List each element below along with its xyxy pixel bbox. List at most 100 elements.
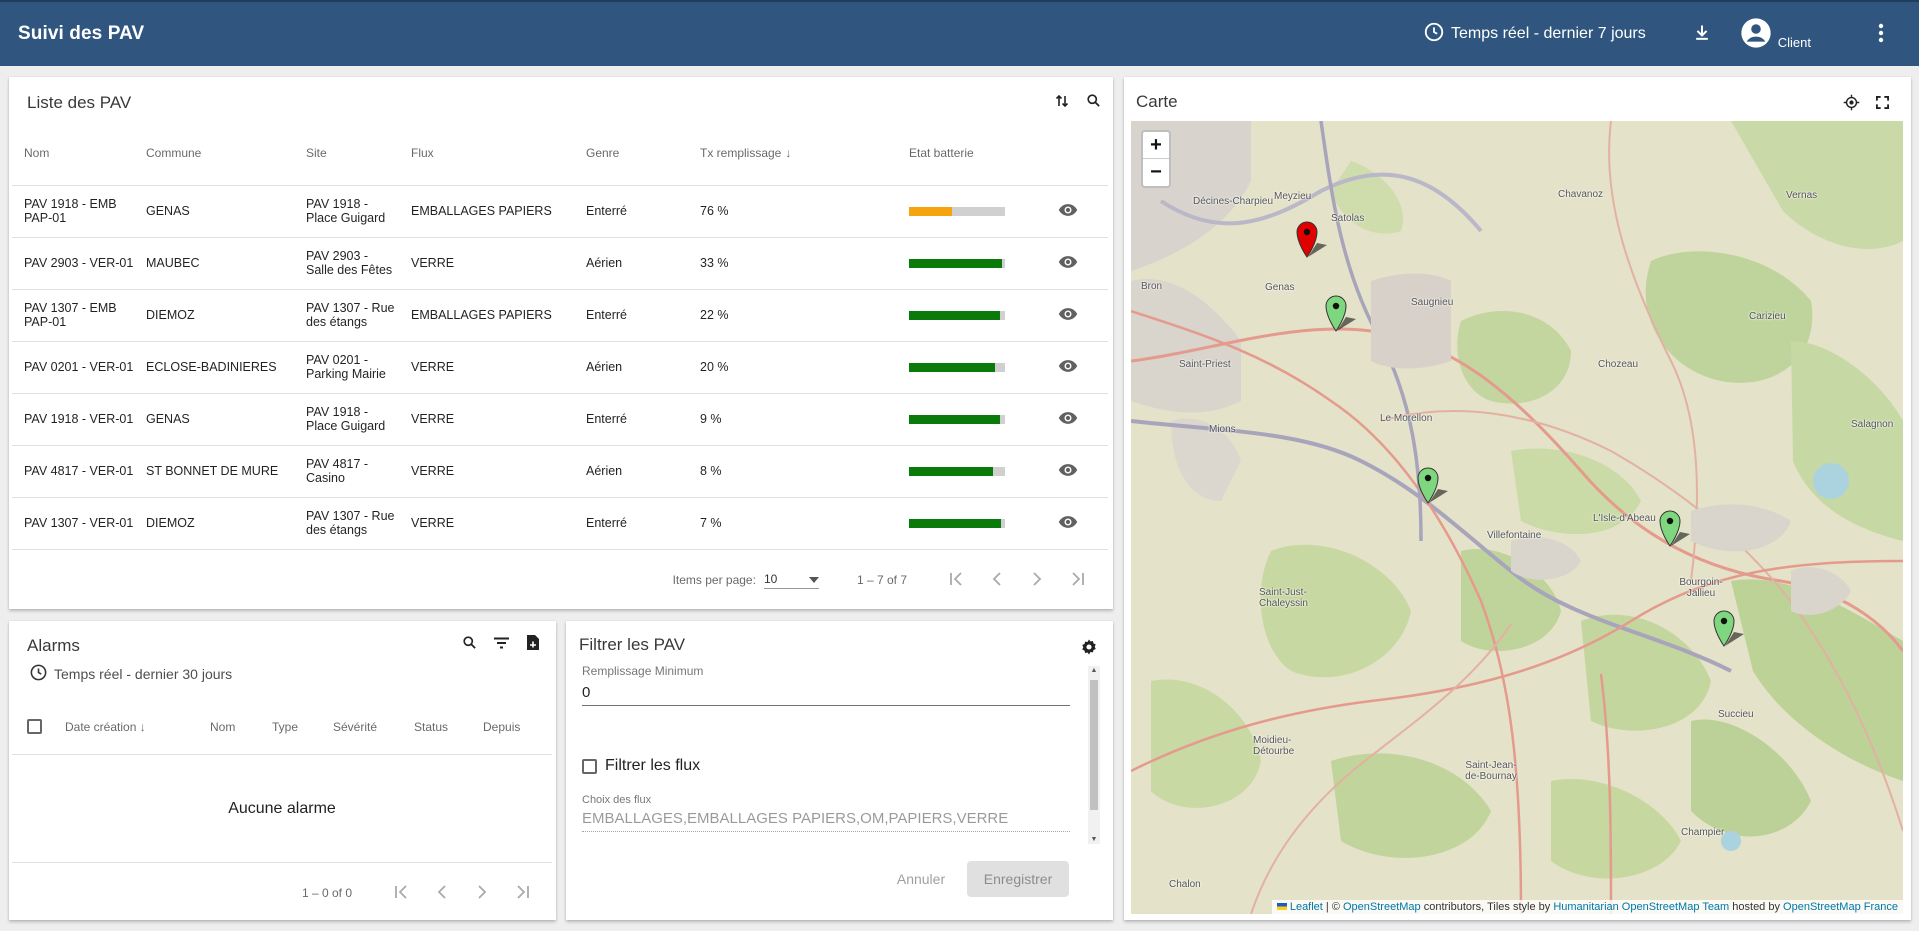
cell-site: PAV 1918 - Place Guigard bbox=[294, 185, 399, 238]
cell-flux: VERRE bbox=[399, 445, 574, 498]
pav-table-row[interactable]: PAV 1307 - VER-01 DIEMOZ PAV 1307 - Rue de… bbox=[12, 497, 1108, 550]
cell-site: PAV 1307 - Rue des étangs bbox=[294, 497, 399, 550]
zoom-control: + − bbox=[1141, 130, 1171, 188]
col-header-commune[interactable]: Commune bbox=[134, 121, 294, 186]
cell-site: PAV 1307 - Rue des étangs bbox=[294, 289, 399, 342]
view-button[interactable] bbox=[1055, 510, 1081, 536]
pav-table-row[interactable]: PAV 4817 - VER-01 ST BONNET DE MURE PAV 48… bbox=[12, 445, 1108, 498]
map-marker-icon[interactable] bbox=[1416, 465, 1450, 507]
cell-commune: DIEMOZ bbox=[134, 289, 294, 342]
map-tiles bbox=[1131, 121, 1903, 914]
search-button[interactable] bbox=[1080, 89, 1106, 115]
flux-choice-select[interactable]: EMBALLAGES,EMBALLAGES PAPIERS,OM,PAPIERS… bbox=[582, 810, 1070, 832]
flux-filter-label: Filtrer les flux bbox=[605, 757, 701, 774]
items-per-page-label: Items per page: bbox=[672, 573, 756, 587]
osm-link[interactable]: OpenStreetMap bbox=[1343, 901, 1421, 913]
first-page-button[interactable] bbox=[382, 878, 422, 908]
cell-genre: Aérien bbox=[574, 237, 688, 290]
zoom-in-button[interactable]: + bbox=[1143, 132, 1169, 159]
map-place-label: Chavanoz bbox=[1558, 189, 1604, 200]
min-fill-input[interactable]: 0 bbox=[582, 684, 1070, 706]
cell-battery bbox=[897, 237, 1043, 290]
pav-table-row[interactable]: PAV 2903 - VER-01 MAUBEC PAV 2903 - Salle … bbox=[12, 237, 1108, 290]
attribution-sep: | © bbox=[1322, 901, 1343, 913]
col-header-etat-batterie[interactable]: Etat batterie bbox=[897, 121, 1043, 186]
zoom-out-button[interactable]: − bbox=[1150, 161, 1162, 183]
col-header-site[interactable]: Site bbox=[294, 121, 399, 186]
alarm-filter-button[interactable] bbox=[488, 631, 514, 657]
map-place-label: Moidieu-Détourbe bbox=[1253, 735, 1295, 757]
view-button[interactable] bbox=[1055, 302, 1081, 328]
col-header-nom[interactable]: Nom bbox=[12, 121, 134, 186]
map-marker-icon[interactable] bbox=[1658, 508, 1692, 550]
pav-table-row[interactable]: PAV 1918 - EMB PAP-01 GENAS PAV 1918 - Pla… bbox=[12, 185, 1108, 238]
last-page-button[interactable] bbox=[502, 878, 542, 908]
download-button[interactable] bbox=[1682, 14, 1722, 54]
map-place-label: Villefontaine bbox=[1487, 530, 1542, 541]
cell-commune: ECLOSE-BADINIERES bbox=[134, 341, 294, 394]
pav-table-row[interactable]: PAV 0201 - VER-01 ECLOSE-BADINIERES PAV 02… bbox=[12, 341, 1108, 394]
cell-flux: VERRE bbox=[399, 341, 574, 394]
pav-table-row[interactable]: PAV 1307 - EMB PAP-01 DIEMOZ PAV 1307 - Ru… bbox=[12, 289, 1108, 342]
map-marker-icon[interactable] bbox=[1324, 293, 1358, 335]
map-marker-icon[interactable] bbox=[1712, 608, 1746, 650]
map-marker-icon[interactable] bbox=[1295, 219, 1329, 261]
cell-commune: MAUBEC bbox=[134, 237, 294, 290]
view-button[interactable] bbox=[1055, 458, 1081, 484]
col-header-date-creation[interactable]: Date création ↓ bbox=[65, 720, 210, 734]
fullscreen-button[interactable] bbox=[1869, 91, 1895, 117]
view-button[interactable] bbox=[1055, 406, 1081, 432]
col-header-nom[interactable]: Nom bbox=[210, 719, 236, 734]
save-button[interactable]: Enregistrer bbox=[967, 861, 1069, 897]
col-header-genre[interactable]: Genre bbox=[574, 121, 688, 186]
last-page-button[interactable] bbox=[1057, 565, 1097, 595]
col-header-flux[interactable]: Flux bbox=[399, 121, 574, 186]
pav-table-row[interactable]: PAV 1918 - VER-01 GENAS PAV 1918 - Place G… bbox=[12, 393, 1108, 446]
locate-button[interactable] bbox=[1838, 91, 1864, 117]
hot-link[interactable]: Humanitarian OpenStreetMap Team bbox=[1553, 901, 1730, 913]
scrollbar-thumb[interactable] bbox=[1090, 680, 1098, 810]
battery-bar-fill bbox=[909, 310, 1001, 320]
col-header-depuis[interactable]: Depuis bbox=[483, 719, 521, 734]
next-page-button[interactable] bbox=[462, 878, 502, 908]
cancel-button[interactable]: Annuler bbox=[896, 871, 946, 887]
filter-settings-button[interactable] bbox=[1076, 635, 1102, 661]
more-menu-button[interactable] bbox=[1861, 14, 1901, 54]
leaflet-link[interactable]: Leaflet bbox=[1289, 901, 1323, 913]
attribution-contrib: contributors, Tiles style by bbox=[1420, 901, 1554, 913]
cell-nom: PAV 1918 - EMB PAP-01 bbox=[12, 185, 134, 238]
osm-france-link[interactable]: OpenStreetMap France bbox=[1783, 901, 1898, 913]
next-page-button[interactable] bbox=[1017, 565, 1057, 595]
time-range-selector[interactable]: Temps réel - dernier 7 jours bbox=[1423, 21, 1646, 48]
sort-button[interactable] bbox=[1049, 89, 1075, 115]
map-place-label: Succieu bbox=[1718, 709, 1754, 720]
pav-table: Nom Commune Site Flux Genre Tx remplissa… bbox=[12, 121, 1108, 550]
page-size-select[interactable]: 10 bbox=[763, 572, 819, 589]
flux-filter-toggle[interactable]: Filtrer les flux bbox=[582, 757, 700, 775]
flux-filter-checkbox[interactable] bbox=[582, 758, 597, 774]
select-all-checkbox[interactable] bbox=[27, 719, 42, 734]
previous-page-button[interactable] bbox=[422, 878, 462, 908]
map-view[interactable]: + − Meyzieu Décines-Charpieu Genas Bron … bbox=[1131, 121, 1903, 914]
previous-page-button[interactable] bbox=[977, 565, 1017, 595]
arrow-down-icon: ↓ bbox=[139, 719, 146, 734]
view-button[interactable] bbox=[1055, 198, 1081, 224]
user-menu[interactable]: Client bbox=[1740, 17, 1811, 52]
col-header-type[interactable]: Type bbox=[272, 719, 299, 734]
scroll-down-icon[interactable]: ▼ bbox=[1090, 836, 1098, 843]
view-button[interactable] bbox=[1055, 250, 1081, 276]
filter-list-icon bbox=[493, 637, 509, 652]
cell-commune: GENAS bbox=[134, 393, 294, 446]
pav-paginator: Items per page: 10 1 – 7 of 7 bbox=[673, 565, 1097, 595]
scroll-up-icon[interactable]: ▲ bbox=[1090, 667, 1098, 674]
col-header-severite[interactable]: Sévérité bbox=[333, 719, 378, 734]
battery-bar bbox=[909, 466, 1005, 476]
view-button[interactable] bbox=[1055, 354, 1081, 380]
col-header-status[interactable]: Status bbox=[414, 719, 449, 734]
first-page-button[interactable] bbox=[937, 565, 977, 595]
alarm-export-button[interactable] bbox=[520, 631, 546, 657]
alarm-search-button[interactable] bbox=[456, 631, 482, 657]
col-header-tx-remplissage[interactable]: Tx remplissage ↓ bbox=[688, 121, 897, 186]
cell-nom: PAV 4817 - VER-01 bbox=[12, 445, 134, 498]
filter-scrollbar[interactable]: ▲ ▼ bbox=[1088, 666, 1100, 844]
